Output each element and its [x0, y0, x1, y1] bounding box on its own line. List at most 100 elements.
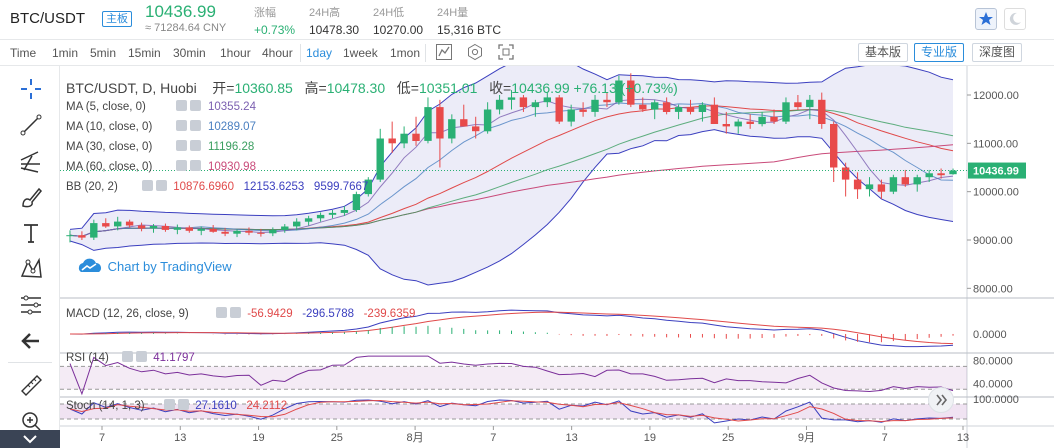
moon-icon[interactable]	[1004, 8, 1026, 30]
price-chart[interactable]: 10436.99 12000.00 11000.00 10000.00 9000.00 8…	[60, 66, 1054, 448]
candle-body	[758, 116, 766, 125]
candle-body	[281, 226, 289, 230]
bb-lower-value: 9599.7667	[313, 181, 369, 193]
candle-body	[424, 107, 432, 141]
stoch-d-value: 24.2112	[246, 400, 288, 412]
time-tick-label: 19	[644, 432, 656, 444]
interval-1day[interactable]: 1day	[306, 46, 333, 60]
chart-background	[60, 66, 1054, 448]
candle	[603, 92, 611, 108]
candle-body	[460, 119, 468, 127]
candle	[412, 116, 420, 146]
settings-icon[interactable]	[176, 140, 187, 151]
candle-body	[770, 116, 778, 122]
candle	[102, 218, 110, 228]
zoom-in-icon[interactable]	[18, 408, 44, 434]
collapse-icon[interactable]	[0, 430, 60, 448]
stat-label: 24H高	[309, 7, 341, 19]
close-icon[interactable]	[230, 307, 241, 318]
bb-basis-value: 10876.6960	[173, 181, 234, 193]
candle-body	[149, 226, 158, 229]
interval-15min[interactable]: 15min	[128, 46, 161, 60]
candle-body	[257, 232, 265, 234]
divider	[425, 44, 426, 62]
interval-1mon[interactable]: 1mon	[390, 46, 421, 60]
close-icon[interactable]	[190, 100, 201, 111]
close-icon[interactable]	[190, 160, 201, 171]
close-icon[interactable]	[190, 140, 201, 151]
pattern-icon[interactable]	[18, 256, 44, 282]
candle	[495, 95, 504, 115]
candle-body	[245, 230, 253, 233]
interval-30min[interactable]: 30min	[173, 46, 206, 60]
candle-body	[853, 179, 862, 190]
indicator-value: 10930.98	[208, 161, 256, 173]
view-depth-button[interactable]: 深度图	[972, 43, 1023, 62]
close-icon[interactable]	[178, 399, 189, 410]
interval-1week[interactable]: 1week	[343, 46, 378, 60]
legend-stoch: Stoch (14, 1, 3) 27.1610 24.2112	[66, 399, 287, 412]
candle	[185, 225, 193, 233]
legend-rsi: RSI (14) 41.1797	[66, 351, 195, 364]
stat-value: 10478.30	[309, 23, 360, 37]
view-pro-button[interactable]: 专业版	[914, 43, 965, 62]
fullscreen-icon[interactable]	[497, 43, 515, 61]
measure-icon[interactable]	[18, 292, 44, 318]
candle-body	[519, 97, 528, 108]
indicator-name: RSI (14)	[66, 352, 109, 364]
text-icon[interactable]	[18, 220, 44, 246]
view-basic-button[interactable]: 基本版	[858, 43, 909, 62]
indicator-name: MA (10, close, 0)	[66, 121, 153, 133]
interval-1hour[interactable]: 1hour	[220, 46, 251, 60]
candle	[627, 73, 635, 108]
legend-ma60: MA (60, close, 0) 10930.98	[66, 160, 256, 173]
settings-icon[interactable]	[176, 160, 187, 171]
close-icon[interactable]	[190, 120, 201, 131]
candle-body	[543, 97, 551, 103]
candle-body	[818, 99, 826, 124]
candle-body	[841, 167, 850, 180]
candle	[460, 104, 468, 127]
candle-body	[937, 173, 945, 176]
candle	[364, 177, 372, 197]
candle	[925, 169, 933, 182]
star-icon[interactable]	[975, 8, 997, 30]
settings-icon[interactable]	[122, 351, 133, 362]
indicator-icon[interactable]	[435, 43, 453, 61]
scroll-right-icon[interactable]	[928, 387, 954, 413]
candle	[114, 216, 122, 231]
interval-4hour[interactable]: 4hour	[262, 46, 293, 60]
candle-body	[555, 97, 563, 122]
settings-icon[interactable]	[164, 399, 175, 410]
stat-label: 24H低	[373, 7, 405, 19]
low-value: 10351.01	[418, 80, 478, 96]
back-arrow-icon[interactable]	[18, 328, 44, 354]
candle	[710, 97, 719, 124]
ruler-icon[interactable]	[18, 372, 44, 398]
stat-low: 24H低 10270.00	[373, 4, 423, 37]
time-tick-label: 13	[566, 432, 578, 444]
trend-line-icon[interactable]	[18, 112, 44, 138]
crosshair-icon[interactable]	[18, 76, 44, 102]
candle-body	[734, 121, 742, 127]
candle	[161, 223, 170, 232]
tradingview-watermark[interactable]: Chart by TradingView	[76, 257, 232, 275]
brush-icon[interactable]	[18, 184, 44, 210]
settings-icon[interactable]	[142, 180, 153, 191]
settings-icon[interactable]	[466, 43, 484, 61]
close-icon[interactable]	[136, 351, 147, 362]
candle-body	[328, 212, 337, 215]
interval-5min[interactable]: 5min	[90, 46, 117, 60]
interval-1min[interactable]: 1min	[52, 46, 79, 60]
settings-icon[interactable]	[216, 307, 227, 318]
pitchfork-icon[interactable]	[18, 148, 44, 174]
candle	[436, 99, 444, 168]
settings-icon[interactable]	[176, 100, 187, 111]
interval-time[interactable]: Time	[10, 46, 37, 60]
price-cny: ≈ 71284.64 CNY	[145, 22, 227, 34]
candle	[818, 92, 826, 129]
candle	[531, 99, 540, 117]
close-icon[interactable]	[156, 180, 167, 191]
settings-icon[interactable]	[176, 120, 187, 131]
indicator-name: MA (5, close, 0)	[66, 101, 146, 113]
